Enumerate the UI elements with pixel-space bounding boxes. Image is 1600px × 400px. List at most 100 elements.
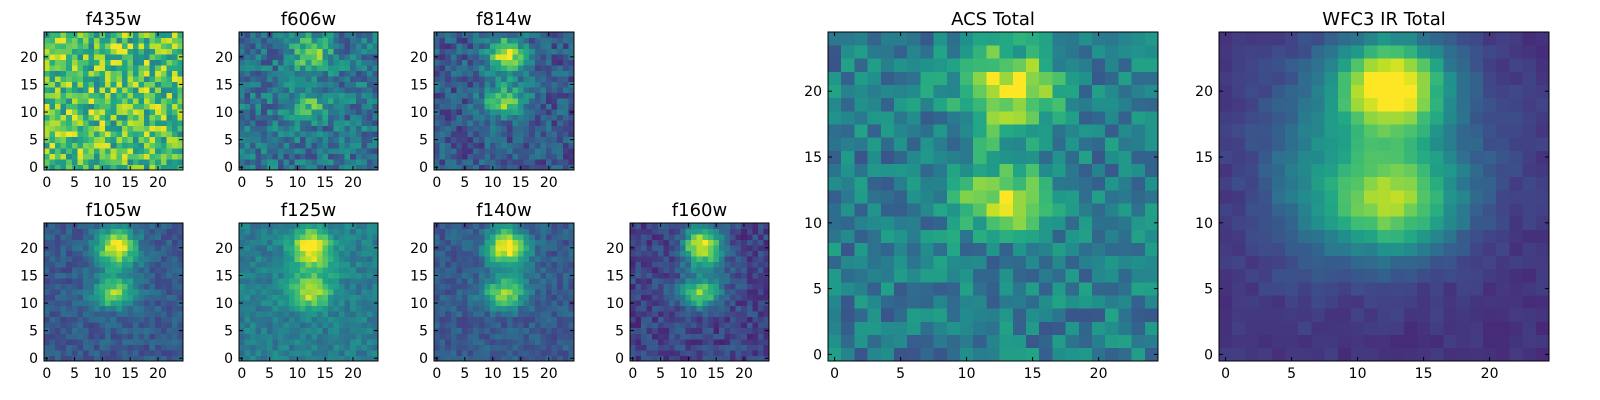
heatmap-cell [250,344,257,351]
heatmap-cell [674,300,681,307]
heatmap-cell [44,250,50,257]
heatmap-cell [132,142,139,149]
heatmap-cell [294,153,301,160]
heatmap-cell [746,267,753,274]
heatmap-cell [277,153,284,160]
heatmap-cell [355,283,362,290]
heatmap-cell [529,305,536,312]
heatmap-cell [366,267,373,274]
heatmap-cell [355,43,362,49]
heatmap-cell [255,322,262,329]
heatmap-cell [138,349,145,356]
heatmap-cell [646,322,653,329]
heatmap-cell [641,333,648,340]
heatmap-cell [702,344,709,351]
heatmap-cell [105,261,112,268]
heatmap-cell [473,142,480,149]
heatmap-cell [512,120,519,127]
heatmap-cell [680,338,686,345]
x-tick-label: 10 [288,175,306,191]
heatmap-cell [657,311,664,318]
heatmap-cell [60,103,67,110]
heatmap-cell [171,311,178,318]
heatmap-cell [1118,176,1132,191]
heatmap-cell [300,120,307,127]
heatmap-cell [562,92,569,99]
heatmap-cell [841,203,855,217]
heatmap-cell [462,120,468,127]
heatmap-cell [495,142,502,149]
heatmap-cell [523,228,530,235]
heatmap-cell [456,234,463,240]
heatmap-cell [506,114,513,121]
heatmap-cell [289,311,295,318]
heatmap-cell [344,164,351,171]
heatmap-cell [94,234,100,240]
heatmap-cell [495,136,502,143]
heatmap-cell [490,256,496,262]
heatmap-cell [462,349,468,356]
heatmap-cell [99,283,106,290]
heatmap-cell [305,333,312,340]
heatmap-cell [255,333,262,340]
heatmap-cell [529,349,536,356]
heatmap-cell [523,65,530,71]
heatmap-cell [289,239,295,246]
heatmap-cell [355,267,362,274]
heatmap-cell [144,349,150,356]
heatmap-cell [1039,216,1053,230]
heatmap-cell [462,234,468,240]
heatmap-cell [144,164,150,171]
heatmap-cell [71,278,78,285]
heatmap-cell [718,349,725,356]
y-tick-label: 10 [20,296,38,312]
heatmap-cell [512,109,519,116]
heatmap-cell [322,147,329,154]
heatmap-cell [546,294,552,301]
heatmap-cell [149,278,156,285]
heatmap-cell [261,153,268,160]
heatmap-cell [138,142,145,149]
heatmap-cell [82,109,89,116]
heatmap-cell [277,239,284,246]
heatmap-cell [473,234,480,240]
heatmap-cell [44,316,50,323]
heatmap-cell [149,272,156,279]
heatmap-cell [266,70,273,77]
y-tick-label: 10 [20,105,38,121]
heatmap-cell [854,163,868,178]
heatmap-cell [512,239,519,246]
heatmap-cell [94,267,100,274]
heatmap-cell [828,216,842,230]
heatmap-cell [94,147,100,154]
heatmap-cell [361,59,368,66]
heatmap-cell [127,294,134,301]
heatmap-cell [546,76,552,83]
heatmap-cell [562,54,569,60]
heatmap-cell [1131,295,1146,309]
heatmap-cell [920,229,934,243]
heatmap-cell [239,278,245,285]
heatmap-cell [691,349,698,356]
heatmap-cell [495,245,502,251]
heatmap-cell [718,327,725,334]
heatmap-cell [127,120,134,127]
heatmap-cell [523,59,530,66]
heatmap-cell [305,294,312,301]
heatmap-cell [355,333,362,340]
heatmap-cell [551,70,558,77]
heatmap-cell [685,311,692,318]
heatmap-cell [484,48,491,55]
heatmap-cell [1092,216,1106,230]
x-tick-label: 10 [484,366,502,382]
heatmap-cell [568,261,575,268]
heatmap-cell [166,37,173,44]
heatmap-cell [255,234,262,240]
heatmap-cell [907,334,921,349]
heatmap-cell [327,43,334,49]
heatmap-cell [177,59,184,66]
heatmap-cell [1078,163,1093,178]
heatmap-cell [255,349,262,356]
heatmap-cell [49,344,56,351]
heatmap-cell [534,316,541,323]
